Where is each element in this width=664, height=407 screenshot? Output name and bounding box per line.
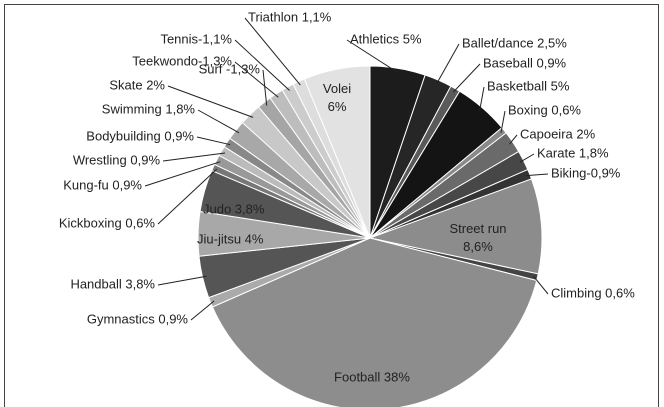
leader-line bbox=[167, 85, 254, 118]
leader-line bbox=[144, 161, 221, 187]
leader-line bbox=[262, 69, 268, 106]
slice-label: Surf -1,3% bbox=[199, 61, 261, 76]
frame bbox=[4, 4, 659, 407]
leader-line bbox=[196, 136, 231, 146]
label-line: 8,6% bbox=[463, 239, 493, 254]
leader-line bbox=[500, 110, 506, 133]
leader-line bbox=[157, 275, 207, 286]
label-line: 6% bbox=[328, 99, 347, 114]
slice-label: Biking-0,9% bbox=[551, 165, 621, 180]
slice-label: Basketball 5% bbox=[487, 78, 570, 93]
leader-line bbox=[479, 86, 485, 111]
slice-label: Baseball 0,9% bbox=[483, 55, 567, 70]
leader-line bbox=[244, 17, 301, 86]
slice-label: Wrestling 0,9% bbox=[73, 152, 161, 167]
leader-line bbox=[452, 63, 481, 93]
slice-label: Bodybuilding 0,9% bbox=[86, 128, 194, 143]
slice-label: Triathlon 1,1% bbox=[248, 9, 332, 24]
slice-label: Skate 2% bbox=[109, 77, 165, 92]
leader-line bbox=[346, 39, 398, 73]
leader-line bbox=[190, 300, 215, 321]
slices bbox=[197, 65, 543, 407]
slice-label: Handball 3,8% bbox=[70, 276, 155, 291]
pie-slice bbox=[368, 178, 543, 275]
slice-label: Capoeira 2% bbox=[520, 126, 596, 141]
slice-label: Football 38% bbox=[334, 369, 410, 384]
leader-line bbox=[525, 173, 549, 177]
slice-label: Karate 1,8% bbox=[537, 145, 609, 160]
slice-label: Street run 8,6% bbox=[449, 221, 506, 254]
label-line: Volei bbox=[323, 81, 351, 96]
slice-label: Ballet/dance 2,5% bbox=[462, 35, 567, 50]
labels: Athletics 5% Ballet/dance 2,5% Baseball 0,… bbox=[59, 9, 635, 384]
leader-line bbox=[519, 153, 535, 163]
slice-label: Volei 6% bbox=[323, 81, 351, 114]
leader-line bbox=[436, 43, 460, 85]
slice-label: Climbing 0,6% bbox=[551, 285, 635, 300]
pie-slice bbox=[211, 237, 538, 407]
slice-label: Gymnastics 0,9% bbox=[87, 311, 189, 326]
leader-line bbox=[234, 61, 279, 98]
leader-line bbox=[234, 39, 290, 91]
leader-line bbox=[197, 109, 240, 134]
slice-label: Tennis-1,1% bbox=[160, 31, 232, 46]
leader-line bbox=[157, 168, 218, 225]
slice-label: Boxing 0,6% bbox=[508, 102, 581, 117]
leader-line bbox=[509, 134, 518, 145]
leader-line bbox=[162, 152, 226, 162]
pie-slice bbox=[303, 65, 371, 239]
slice-label: Kung-fu 0,9% bbox=[63, 177, 142, 192]
slice-label: Judo 3,8% bbox=[203, 201, 265, 216]
slice-label: Jiu-jitsu 4% bbox=[197, 231, 264, 246]
slice-label: Athletics 5% bbox=[350, 31, 422, 46]
slice-label: Teekwondo-1,3% bbox=[132, 53, 232, 68]
leader-line bbox=[533, 275, 549, 295]
slice-label: Swimming 1,8% bbox=[102, 101, 196, 116]
label-line: Street run bbox=[449, 221, 506, 236]
slice-label: Kickboxing 0,6% bbox=[59, 215, 156, 230]
